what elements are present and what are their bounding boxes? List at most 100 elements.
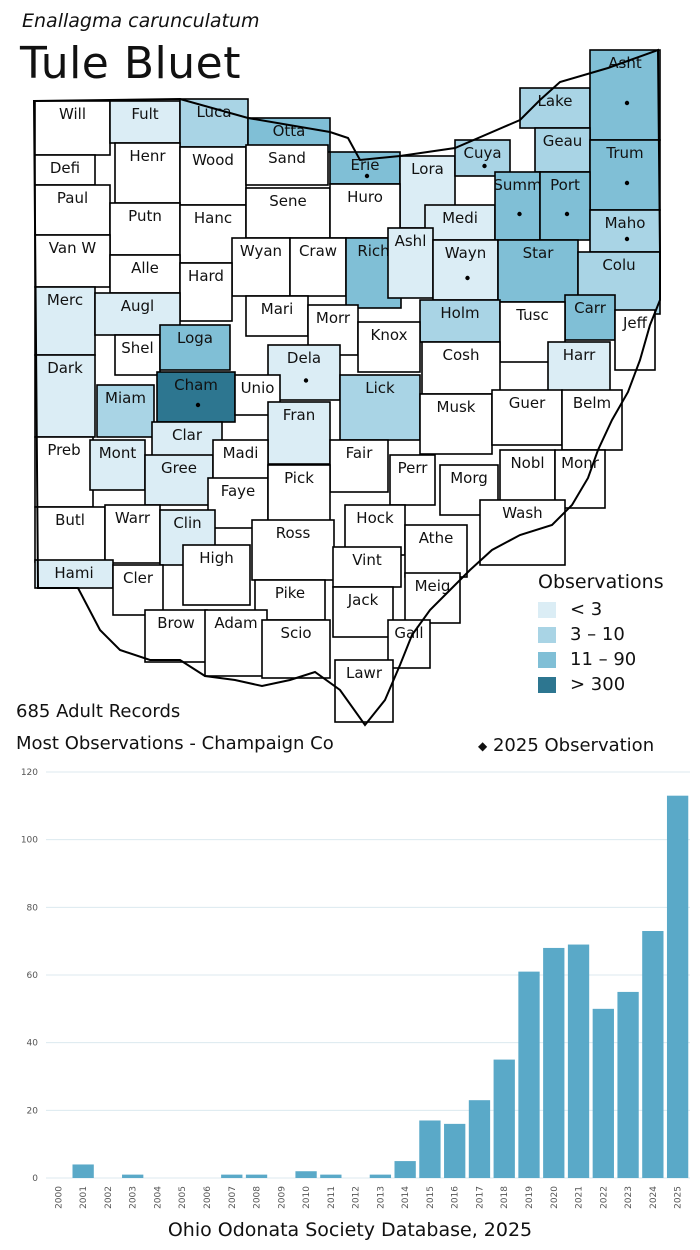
bar-2008 (245, 1174, 268, 1178)
county-wood: Wood (179, 146, 247, 206)
county-shape (424, 204, 496, 241)
county-label: Medi (442, 209, 478, 227)
observation-2025-dot (564, 211, 570, 217)
county-label: Holm (440, 304, 479, 322)
county-preb: Preb (34, 436, 94, 508)
x-tick-label: 2022 (599, 1186, 609, 1209)
county-hami: Hami (34, 559, 114, 589)
county-shape (432, 239, 499, 301)
observation-2025-dot (465, 275, 470, 281)
county-label: Fair (346, 444, 374, 462)
county-label: Defi (50, 159, 80, 177)
bar-2017 (468, 1100, 491, 1178)
county-star: Star (497, 239, 579, 303)
legend-item: < 3 (538, 597, 688, 622)
county-shape (261, 619, 331, 679)
observation-2025-dot (303, 378, 309, 383)
county-shape (491, 389, 563, 446)
county-shape (159, 324, 231, 371)
county-label: Paul (57, 189, 88, 207)
county-label: Wash (502, 504, 542, 522)
county-high: High (182, 544, 251, 606)
county-mont: Mont (89, 439, 146, 491)
county-label: Alle (131, 259, 159, 277)
state-outline (32, 48, 661, 727)
county-lick: Lick (339, 374, 421, 441)
y-tick-label: 120 (21, 768, 38, 778)
county-label: Jack (347, 591, 379, 609)
record-count: 685 Adult Records (16, 701, 181, 722)
county-label: Belm (573, 394, 611, 412)
county-label: Carr (574, 299, 607, 317)
legend-item: > 300 (538, 672, 688, 697)
county-shape (404, 572, 461, 624)
county-asht: Asht (589, 49, 661, 141)
county-henr: Henr (114, 142, 181, 204)
county-label: Brow (157, 614, 195, 632)
county-butl: Butl (34, 506, 106, 563)
x-tick-label: 2016 (451, 1186, 461, 1209)
county-label: Morg (450, 469, 488, 487)
dot-legend-label: 2025 Observation (492, 735, 655, 756)
x-tick-label: 2015 (426, 1186, 436, 1209)
source-footer: Ohio Odonata Society Database, 2025 (167, 1219, 533, 1241)
county-sene: Sene (245, 187, 331, 239)
x-tick-label: 2008 (253, 1186, 263, 1209)
county-dark: Dark (34, 354, 96, 438)
county-label: Loga (177, 329, 213, 347)
x-tick-label: 2005 (178, 1186, 188, 1209)
county-carr: Carr (564, 294, 616, 341)
county-label: Dark (47, 359, 83, 377)
bar-2001 (72, 1164, 94, 1178)
bar-2010 (295, 1171, 317, 1178)
county-putn: Putn (109, 202, 181, 256)
y-tick-label: 20 (27, 1106, 39, 1116)
county-meig: Meig (404, 572, 461, 624)
county-wyan: Wyan (231, 237, 291, 297)
bar-2020 (543, 947, 565, 1178)
county-label: Erie (350, 156, 379, 174)
dot-icon: ◆ (478, 739, 488, 753)
bar-2016 (444, 1123, 466, 1178)
observation-2025-dot (624, 180, 630, 186)
county-label: Will (59, 105, 86, 123)
most-observations: Most Observations - Champaign Co (16, 733, 334, 754)
county-shape (479, 499, 566, 566)
county-shape (112, 564, 164, 616)
legend-swatch (538, 601, 556, 618)
county-shape (34, 286, 96, 356)
county-shape (332, 586, 394, 638)
county-label: Guer (509, 394, 546, 412)
scientific-name: Enallagma carunculatum (22, 10, 260, 32)
x-tick-label: 2023 (624, 1186, 634, 1209)
county-label: High (199, 549, 233, 567)
county-shape (387, 619, 431, 669)
county-shel: Shel (114, 334, 161, 376)
observation-2025-dot (624, 236, 630, 242)
county-shape (245, 295, 309, 337)
county-shape (499, 449, 556, 503)
observation-2025-dot (624, 100, 630, 106)
county-shape (404, 524, 468, 578)
county-maho: Maho (589, 209, 661, 253)
county-label: Lake (538, 92, 573, 110)
y-tick-label: 100 (21, 836, 38, 846)
county-label: Unio (241, 379, 275, 397)
county-label: Miam (105, 389, 146, 407)
county-label: Wyan (240, 242, 282, 260)
county-belm: Belm (561, 389, 623, 451)
county-cler: Cler (112, 564, 164, 616)
legend-swatch (538, 626, 556, 643)
x-tick-label: 2020 (550, 1186, 560, 1209)
county-label: Mont (99, 444, 137, 462)
county-label: Trum (605, 144, 643, 162)
county-luca: Luca (179, 98, 249, 148)
county-loga: Loga (159, 324, 231, 371)
county-shape (389, 454, 436, 506)
bar-2013 (369, 1174, 392, 1178)
county-shape (114, 142, 181, 204)
bar-2003 (122, 1174, 144, 1178)
county-gree: Gree (144, 454, 214, 506)
legend-label: 3 – 10 (570, 624, 625, 645)
county-wash: Wash (479, 499, 566, 566)
